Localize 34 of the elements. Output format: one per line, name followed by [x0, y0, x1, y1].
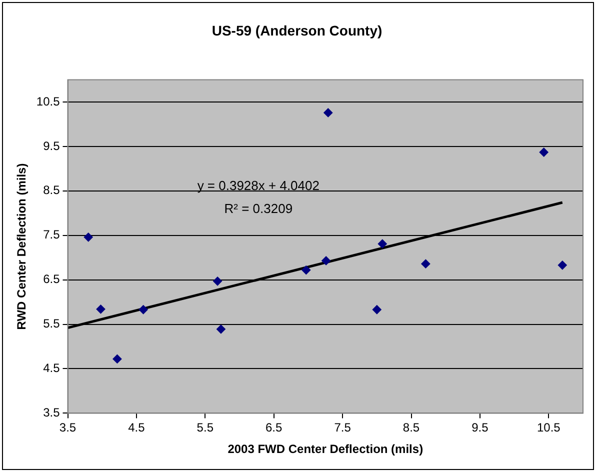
point: [302, 266, 311, 275]
x-axis-title: 2003 FWD Center Deflection (mils): [228, 442, 424, 456]
point: [216, 324, 226, 334]
y-tick-label: 8.5: [43, 183, 60, 198]
point: [539, 148, 548, 157]
y-tick-label: 9.5: [43, 138, 60, 153]
x-tick-label: 3.5: [59, 420, 76, 435]
point: [138, 305, 148, 314]
point: [322, 256, 331, 266]
y-tick-label: 6.5: [43, 272, 60, 286]
x-tick-label: 10.5: [536, 420, 561, 435]
y-tick-label: 7.5: [43, 228, 60, 242]
point: [84, 232, 93, 242]
point: [324, 108, 333, 118]
x-tick-label: 5.5: [196, 420, 214, 435]
point: [378, 239, 387, 248]
y-tick-label: 3.5: [43, 406, 60, 420]
x-tick-label: 9.5: [472, 420, 489, 435]
x-tick-label: 8.5: [402, 420, 420, 435]
x-tick-label: 6.5: [266, 420, 283, 435]
point: [213, 276, 222, 286]
x-tick-label: 7.5: [334, 420, 352, 435]
y-tick-label: 5.5: [43, 316, 60, 331]
point: [558, 260, 567, 270]
point: [96, 304, 106, 314]
point: [372, 305, 382, 314]
y-tick-label: 4.5: [43, 361, 60, 376]
chart-title: US-59 (Anderson County): [212, 22, 382, 38]
annotation: R² = 0.3209: [224, 201, 293, 216]
point: [112, 354, 122, 364]
y-tick-label: 10.5: [36, 94, 60, 108]
y-axis-title: RWD Center Deflection (mils): [14, 163, 29, 330]
x-tick-label: 4.5: [128, 420, 146, 435]
point: [421, 259, 430, 268]
